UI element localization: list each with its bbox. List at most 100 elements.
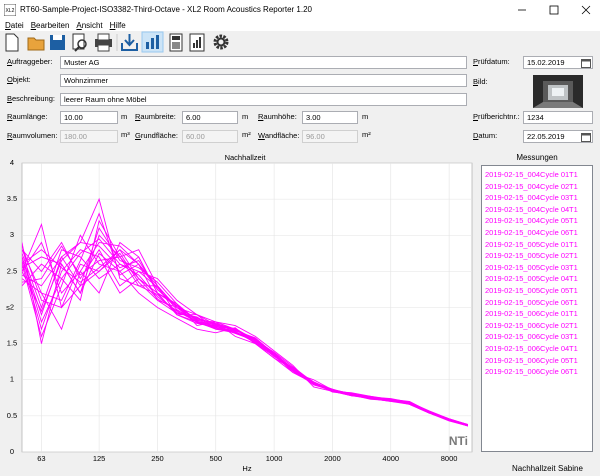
measurement-item[interactable]: 2019-02-15_006Cycle 02 T1 [485,320,578,331]
unit-label: m [242,112,249,121]
measurement-item[interactable]: 2019-02-15_004Cycle 06 T1 [485,227,578,238]
number-input[interactable]: 3.00 [302,111,358,124]
y-tick-label: 3 [10,230,14,239]
date-input[interactable]: 22.05.2019 [523,130,593,143]
text-input[interactable]: Wohnzimmer [60,74,467,87]
y-tick-label: 1 [10,375,14,384]
field-label: Raumhöhe: [258,112,297,121]
measurement-item[interactable]: 2019-02-15_004Cycle 05 T1 [485,215,578,226]
watermark: NTi [449,434,468,448]
measurement-name: 2019-02-15_006Cycle 05 [485,355,570,365]
field-label: Objekt: [7,75,31,84]
y-tick-label: 1.5 [7,339,17,348]
calendar-button[interactable] [581,132,591,142]
app-icon: XL2 [4,4,16,16]
window-title: RT60-Sample-Project-ISO3382-Third-Octave… [20,5,312,14]
measurement-name: 2019-02-15_005Cycle 06 [485,297,570,307]
measurement-name: 2019-02-15_006Cycle 02 [485,320,570,330]
new-button[interactable] [5,33,19,52]
measurement-name: 2019-02-15_004Cycle 06 [485,228,570,237]
field-label: Raumbreite: [135,112,176,121]
x-axis-label: Hz [242,464,251,473]
field-label: Beschreibung: [7,94,55,103]
measurement-name: 2019-02-15_005Cycle 01 [485,239,570,249]
x-tick-label: 4000 [382,454,399,463]
measurement-parameter: T1 [569,309,578,319]
menu-item[interactable]: Ansicht [76,21,103,30]
measurement-item[interactable]: 2019-02-15_005Cycle 02 T1 [485,250,578,261]
measurement-name: 2019-02-15_006Cycle 03 [485,332,570,342]
settings-button[interactable] [213,34,229,50]
readonly-input: 60.00 [182,130,238,143]
import-button[interactable] [121,34,138,51]
field-label: Bild: [473,77,488,86]
measurement-parameter: T1 [569,332,578,342]
status-text: Nachhallzeit [512,464,556,473]
calendar-button[interactable] [581,58,591,68]
measurement-item[interactable]: 2019-02-15_006Cycle 06 T1 [485,366,578,377]
y-tick-label: 3.5 [7,194,17,203]
number-input[interactable]: 10.00 [60,111,118,124]
measurement-item[interactable]: 2019-02-15_004Cycle 03 T1 [485,192,578,203]
open-button[interactable] [27,37,45,51]
menu-item[interactable]: Bearbeiten [30,21,70,30]
print-button[interactable] [95,33,112,52]
measurement-item[interactable]: 2019-02-15_005Cycle 04 T1 [485,273,578,284]
number-input[interactable]: 6.00 [182,111,238,124]
menu-bar: Datei Bearbeiten Ansicht Hilfe [0,20,600,31]
date-value: 22.05.2019 [527,132,565,141]
menu-item[interactable]: Hilfe [109,21,126,30]
calculator-button[interactable] [169,33,183,52]
measurement-item[interactable]: 2019-02-15_004Cycle 01 T1 [485,169,578,180]
measurement-item[interactable]: 2019-02-15_005Cycle 05 T1 [485,285,578,296]
field-label: Grundfläche: [135,131,178,140]
text-input[interactable]: Muster AG [60,56,467,69]
measurement-parameter: T1 [569,297,578,307]
chart-button[interactable] [141,31,164,53]
panel-title: Messungen [516,153,558,162]
date-input[interactable]: 15.02.2019 [523,56,593,69]
room-photo[interactable] [533,75,583,108]
measurement-item[interactable]: 2019-02-15_006Cycle 05 T1 [485,355,578,366]
chart-title: Nachhallzeit [225,153,267,162]
status-text: Sabine [558,464,583,473]
measurement-name: 2019-02-15_004Cycle 04 [485,204,570,214]
measurement-parameter: T1 [569,170,578,179]
field-label: Prüfberichtnr.: [473,112,520,121]
measurement-name: 2019-02-15_005Cycle 05 [485,286,570,295]
measurement-item[interactable]: 2019-02-15_005Cycle 06 T1 [485,297,578,308]
y-tick-label: 2.5 [7,266,17,275]
measurement-item[interactable]: 2019-02-15_004Cycle 04 T1 [485,204,578,215]
text-input[interactable]: leerer Raum ohne Möbel [60,93,467,106]
save-button[interactable] [50,35,65,50]
measurement-name: 2019-02-15_004Cycle 05 [485,216,570,226]
measurement-parameter: T1 [569,344,578,353]
measurement-item[interactable]: 2019-02-15_006Cycle 01 T1 [485,308,578,319]
measurement-parameter: T1 [569,274,578,284]
measurement-parameter: T1 [569,355,578,365]
measurement-parameter: T1 [569,193,578,203]
x-tick-label: 8000 [441,454,458,463]
unit-label: m³ [121,130,130,139]
measurement-item[interactable]: 2019-02-15_006Cycle 03 T1 [485,331,578,342]
measurement-name: 2019-02-15_005Cycle 02 [485,251,570,261]
measurement-item[interactable]: 2019-02-15_004Cycle 02 T1 [485,181,578,192]
menu-item[interactable]: Datei [5,21,24,30]
measurement-item[interactable]: 2019-02-15_006Cycle 04 T1 [485,343,578,354]
field-label: Auftraggeber: [7,57,53,66]
x-tick-label: 63 [37,454,45,463]
x-tick-label: 250 [151,454,164,463]
report-button[interactable] [189,33,205,52]
measurement-name: 2019-02-15_006Cycle 04 [485,344,570,353]
unit-label: m [362,112,369,121]
measurement-item[interactable]: 2019-02-15_005Cycle 03 T1 [485,262,578,273]
window-controls[interactable] [508,0,600,20]
measurement-item[interactable]: 2019-02-15_005Cycle 01 T1 [485,239,578,250]
title-bar: XL2 RT60-Sample-Project-ISO3382-Third-Oc… [0,0,600,20]
measurement-parameter: T1 [569,320,578,330]
field-label: Datum: [473,131,498,140]
measurement-name: 2019-02-15_004Cycle 02 [485,181,570,191]
preview-button[interactable] [72,33,87,52]
text-input[interactable]: 1234 [523,111,593,124]
